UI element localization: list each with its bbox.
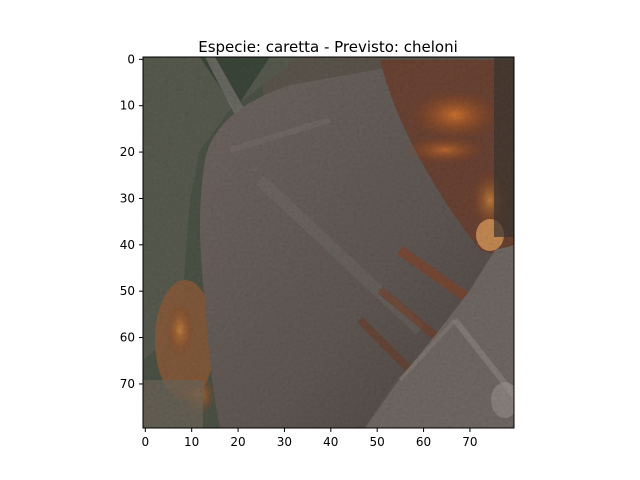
x-tick-label: 30 <box>277 435 292 449</box>
figure-title: Especie: caretta - Previsto: cheloni <box>198 38 458 56</box>
turtle-image <box>143 57 514 428</box>
x-tick-label: 70 <box>462 435 477 449</box>
axes-frame <box>142 56 515 429</box>
x-tick-label: 40 <box>323 435 338 449</box>
x-tick-label: 0 <box>141 435 149 449</box>
y-tick-label: 60 <box>120 331 135 345</box>
y-tick-label: 40 <box>120 238 135 252</box>
y-tick-label: 0 <box>127 52 135 66</box>
y-tick-label: 20 <box>120 145 135 159</box>
x-tick-label: 50 <box>370 435 385 449</box>
x-tick-label: 60 <box>416 435 431 449</box>
y-tick-label: 70 <box>120 377 135 391</box>
y-tick-label: 10 <box>120 99 135 113</box>
x-tick-label: 10 <box>184 435 199 449</box>
y-tick-label: 50 <box>120 284 135 298</box>
y-tick-label: 30 <box>120 191 135 205</box>
x-axis-ticks: 0 10 20 30 40 50 60 70 <box>141 428 478 449</box>
y-axis-ticks: 0 10 20 30 40 50 60 70 <box>120 52 143 391</box>
x-tick-label: 20 <box>230 435 245 449</box>
